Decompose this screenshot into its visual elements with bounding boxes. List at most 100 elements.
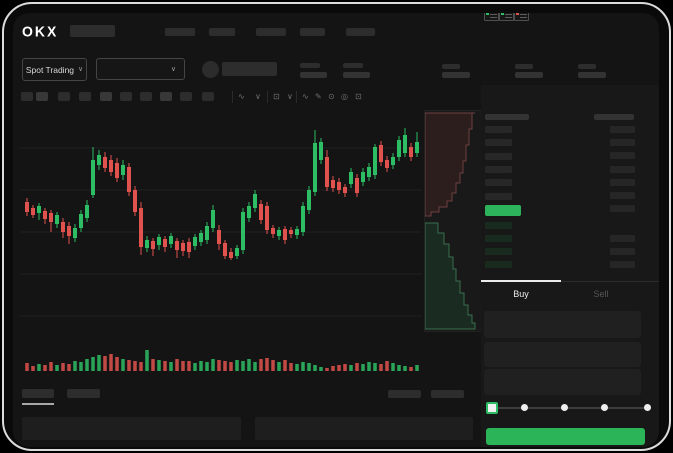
slider-step-dot[interactable]	[644, 404, 651, 411]
toolbar-divider	[296, 91, 297, 103]
ticker-stat-value	[578, 72, 606, 78]
book-combined-glyph	[486, 13, 489, 15]
line-tool-icon[interactable]: ∿	[302, 92, 309, 101]
book-lines-glyph	[505, 13, 512, 19]
order-book-row[interactable]	[610, 152, 635, 160]
last-price-badge[interactable]	[485, 205, 521, 216]
slider-step-dot[interactable]	[601, 404, 608, 411]
timeframe-button[interactable]	[58, 92, 70, 101]
ticker-stat-label	[578, 64, 596, 69]
order-history-placeholder	[255, 417, 473, 440]
percent-slider-track[interactable]	[490, 407, 648, 409]
ticker-stat-value	[300, 72, 327, 78]
chevron-down-icon[interactable]: ∨	[287, 92, 293, 101]
order-book-row[interactable]	[485, 235, 512, 242]
order-book-row[interactable]	[610, 192, 635, 199]
pair-name-placeholder	[222, 62, 277, 76]
depth-chart[interactable]	[424, 110, 483, 332]
order-book-row[interactable]	[610, 235, 635, 242]
timeframe-button[interactable]	[202, 92, 214, 101]
order-book-row[interactable]	[610, 139, 635, 147]
buy-submit-button[interactable]	[486, 428, 645, 445]
ticker-stat-value	[343, 72, 370, 78]
book-bids-glyph	[501, 13, 504, 15]
order-book-row[interactable]	[610, 178, 635, 186]
order-book-row[interactable]	[610, 248, 635, 255]
timeframe-button[interactable]	[79, 92, 91, 101]
timeframe-button[interactable]	[140, 92, 152, 101]
timeframe-button[interactable]	[160, 92, 172, 101]
timeframe-button[interactable]	[36, 92, 48, 101]
timeframe-button[interactable]	[120, 92, 132, 101]
book-asks-icon[interactable]	[514, 13, 529, 21]
ticker-stat-value	[515, 72, 543, 78]
book-amount-header	[594, 114, 634, 120]
active-tab-indicator	[481, 280, 561, 282]
chevron-down-icon[interactable]: ∨	[255, 92, 261, 101]
book-combined-icon[interactable]	[484, 13, 499, 21]
total-input[interactable]	[484, 369, 641, 395]
timeframe-button[interactable]	[21, 92, 33, 101]
amount-input[interactable]	[484, 342, 641, 367]
trading-app-window: OKX Spot Trading ∨ ∨	[13, 13, 659, 447]
slider-handle[interactable]	[486, 402, 498, 414]
order-book-row[interactable]	[610, 261, 635, 268]
order-book-row[interactable]	[485, 222, 512, 229]
ticker-stat-label	[515, 64, 533, 69]
order-book-row[interactable]	[610, 126, 635, 133]
candlestick-chart[interactable]	[20, 110, 422, 372]
bottom-tab-1[interactable]	[22, 389, 54, 398]
settings-icon[interactable]: ◎	[341, 92, 348, 101]
slider-step-dot[interactable]	[561, 404, 568, 411]
ticker-stat-label	[300, 63, 320, 68]
order-book-row[interactable]	[485, 261, 512, 268]
bottom-action-2[interactable]	[431, 390, 464, 398]
order-book-row[interactable]	[610, 165, 635, 173]
book-lines-glyph	[490, 13, 497, 19]
book-lines-glyph	[520, 13, 527, 19]
header-search-placeholder[interactable]	[70, 25, 115, 37]
market-type-label: Spot Trading	[25, 64, 75, 75]
book-price-header	[485, 114, 529, 120]
order-book-row[interactable]	[485, 192, 512, 200]
chevron-down-icon: ∨	[170, 65, 176, 73]
timeframe-button[interactable]	[100, 92, 112, 101]
tab-sell[interactable]: Sell	[593, 289, 609, 299]
nav-item-4[interactable]	[300, 28, 325, 36]
coin-avatar	[202, 61, 219, 78]
tab-divider	[481, 281, 659, 282]
toolbar-divider	[267, 91, 268, 103]
order-book-row[interactable]	[485, 165, 512, 173]
ticker-stat-label	[442, 64, 460, 69]
timeframe-button[interactable]	[180, 92, 192, 101]
toolbar-divider	[232, 91, 233, 103]
order-book-row[interactable]	[610, 205, 635, 213]
pair-search-dropdown[interactable]: ∨	[96, 58, 185, 80]
draw-tool-icon[interactable]: ✎	[315, 92, 322, 101]
nav-item-3[interactable]	[256, 28, 286, 36]
book-bids-icon[interactable]	[499, 13, 514, 21]
nav-item-1[interactable]	[165, 28, 195, 36]
candle-style-icon[interactable]: ∿	[238, 92, 245, 101]
okx-logo[interactable]: OKX	[22, 22, 59, 40]
bottom-tab-2[interactable]	[67, 389, 100, 398]
bottom-action-1[interactable]	[388, 390, 421, 398]
tab-buy[interactable]: Buy	[513, 289, 529, 299]
fullscreen-icon[interactable]: ⊡	[355, 92, 362, 101]
snapshot-icon[interactable]: ⊙	[328, 92, 335, 101]
slider-step-dot[interactable]	[521, 404, 528, 411]
open-orders-placeholder	[22, 417, 241, 440]
price-input[interactable]	[484, 311, 641, 338]
ticker-stat-value	[442, 72, 470, 78]
nav-item-2[interactable]	[209, 28, 235, 36]
order-book-row[interactable]	[485, 126, 512, 133]
order-book-row[interactable]	[485, 248, 512, 255]
nav-item-5[interactable]	[346, 28, 375, 36]
ticker-stat-label	[343, 63, 363, 68]
order-book-row[interactable]	[485, 139, 512, 147]
indicator-icon[interactable]: ⊡	[273, 92, 280, 101]
order-book-row[interactable]	[485, 179, 512, 187]
order-book-row[interactable]	[485, 152, 512, 160]
market-type-dropdown[interactable]: Spot Trading ∨	[22, 58, 87, 81]
